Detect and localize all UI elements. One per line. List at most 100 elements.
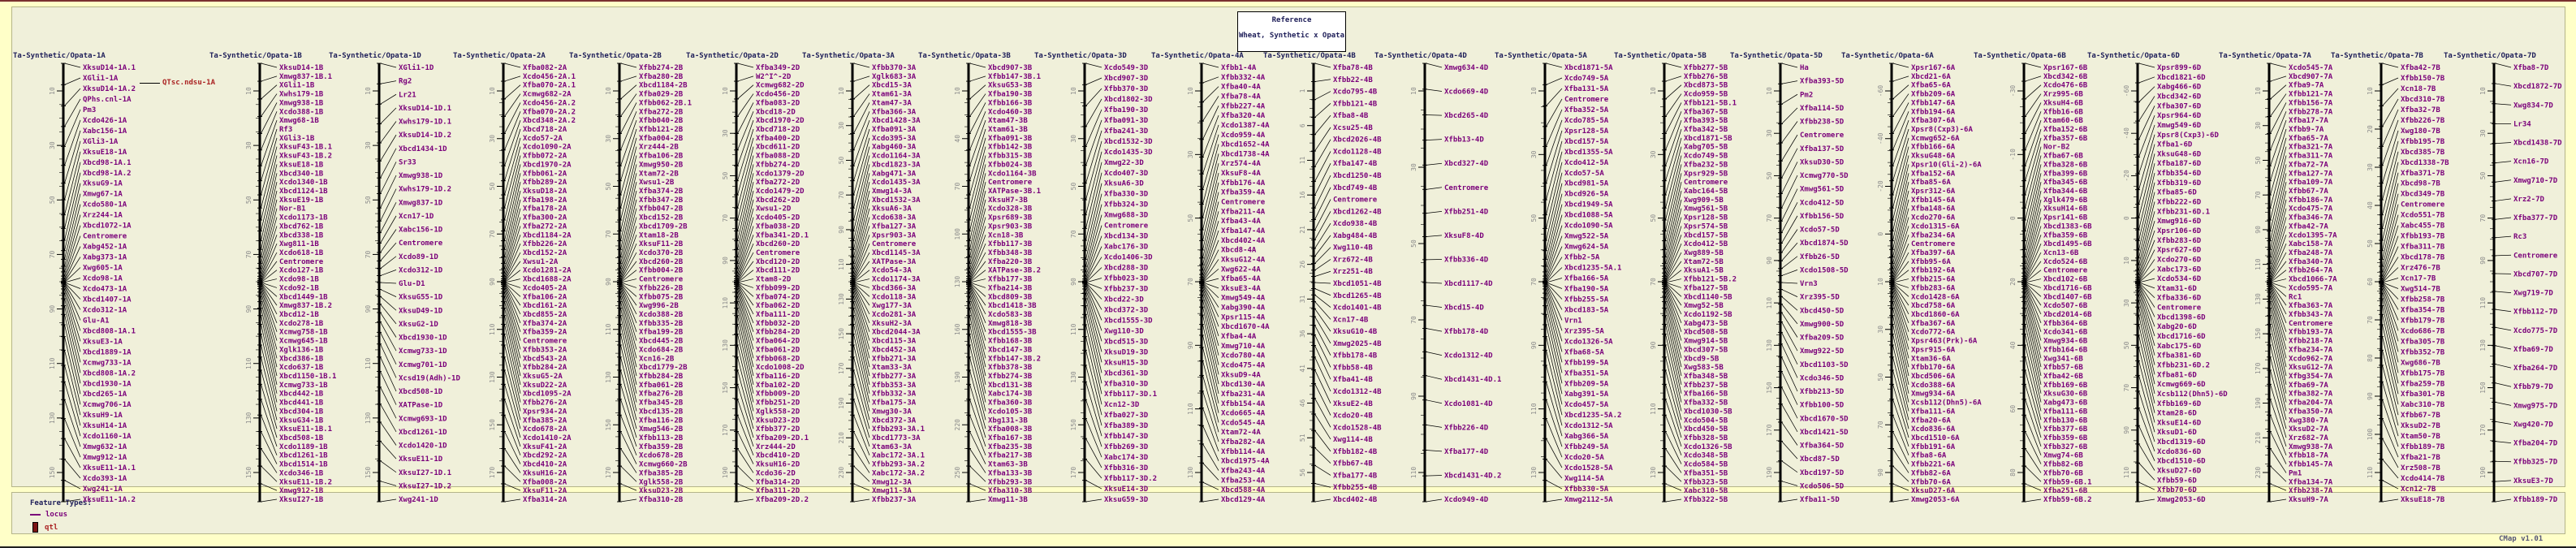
marker-label[interactable]: Xfba400-2D bbox=[756, 135, 800, 143]
marker-label[interactable]: Xfba243-4A bbox=[1221, 468, 1266, 476]
marker-label[interactable]: Xpsr689-3B bbox=[988, 214, 1033, 222]
marker-label[interactable]: XksuG12-7A bbox=[2289, 364, 2333, 372]
marker-label[interactable]: Xfbb332-4A bbox=[1221, 74, 1266, 82]
chromosome-title[interactable]: Ta-Synthetic/Opata-5A bbox=[1495, 51, 1587, 60]
marker-label[interactable]: Xfba307-6D bbox=[2157, 102, 2202, 110]
marker-label[interactable]: Xcdo412-5B bbox=[1684, 240, 1728, 248]
marker-label[interactable]: Xfba8-7D bbox=[2513, 64, 2549, 72]
marker-label[interactable]: Xabg391-5A bbox=[1564, 391, 1609, 399]
marker-label[interactable]: Xtam47-3B bbox=[988, 117, 1028, 125]
marker-label[interactable]: Xfba310-2B bbox=[639, 496, 684, 504]
marker-label[interactable]: Xfba1-6D bbox=[2157, 141, 2193, 149]
marker-label[interactable]: Xbcd1250-4B bbox=[1333, 172, 1382, 180]
marker-label[interactable]: Xfbb59-6D bbox=[2157, 477, 2197, 485]
marker-label[interactable]: Xfbb164-6B bbox=[2043, 346, 2088, 354]
marker-label[interactable]: Centromere bbox=[872, 240, 917, 248]
marker-label[interactable]: Xcdo127-1B bbox=[279, 267, 324, 275]
marker-label[interactable]: Xbcd135-2B bbox=[639, 408, 684, 416]
marker-label[interactable]: XksuE18-1B bbox=[279, 161, 324, 169]
marker-label[interactable]: XksuF11-2B bbox=[639, 240, 684, 248]
marker-label[interactable]: XksuE18-7B bbox=[2401, 496, 2445, 504]
marker-label[interactable]: Xabg452-1A bbox=[83, 244, 127, 252]
marker-label[interactable]: Xwg180-7B bbox=[2401, 127, 2440, 136]
marker-label[interactable]: Xbcd1235-5A.1 bbox=[1564, 265, 1621, 273]
marker-label[interactable]: XksuD1-6D bbox=[2157, 429, 2197, 437]
marker-label[interactable]: Xfba008-3B bbox=[988, 425, 1033, 434]
marker-label[interactable]: Xfba305-7B bbox=[2401, 338, 2445, 346]
marker-label[interactable]: Xfba374-2B bbox=[639, 188, 684, 196]
marker-label[interactable]: Xfba111-6B bbox=[2043, 408, 2088, 416]
marker-label[interactable]: Xfba364-5D bbox=[1800, 442, 1845, 451]
marker-label[interactable]: Xfba070-2A.2 bbox=[523, 108, 576, 116]
marker-label[interactable]: Xfbb178-4B bbox=[1333, 352, 1378, 360]
marker-label[interactable]: Xfbb67-4B bbox=[1333, 460, 1373, 468]
marker-label[interactable]: XksuE14-6D bbox=[2157, 419, 2202, 427]
marker-label[interactable]: Xfba321-7A bbox=[2289, 144, 2333, 152]
marker-label[interactable]: Xfba393-5D bbox=[1800, 78, 1845, 86]
marker-label[interactable]: Xbcd508-1D bbox=[399, 388, 443, 396]
marker-label[interactable]: Xmwg2112-5A bbox=[1564, 496, 1613, 504]
marker-label[interactable]: Xcdo551-7B bbox=[2401, 212, 2445, 220]
marker-label[interactable]: Xcdo1315-6A bbox=[1911, 222, 1960, 231]
chromosome-title[interactable]: Ta-Synthetic/Opata-2D bbox=[686, 51, 779, 60]
marker-label[interactable]: Xcdo1406-3D bbox=[1104, 254, 1153, 262]
marker-label[interactable]: Xmwg549-6D bbox=[2157, 122, 2202, 130]
marker-label[interactable]: Xpsr903-3B bbox=[988, 222, 1033, 231]
marker-label[interactable]: Vrn3 bbox=[1800, 280, 1818, 288]
marker-label[interactable]: Xfba241-3D bbox=[1104, 127, 1149, 136]
marker-label[interactable]: Xcdo1401-4B bbox=[1333, 304, 1382, 313]
marker-label[interactable]: XksuI27-1D.1 bbox=[399, 469, 451, 477]
marker-label[interactable]: Xfba348-5B bbox=[1684, 373, 1728, 381]
marker-label[interactable]: Xmwg837-1B.1 bbox=[279, 73, 332, 81]
marker-label[interactable]: Xcdo475-7A bbox=[2289, 205, 2333, 214]
marker-label[interactable]: Xwsu1-2A bbox=[523, 258, 559, 266]
marker-label[interactable]: Xbcd1871-5A bbox=[1564, 64, 1613, 72]
marker-label[interactable]: Centromere bbox=[988, 179, 1033, 187]
marker-label[interactable]: Centromere bbox=[399, 239, 443, 248]
marker-label[interactable]: Xfba320-4A bbox=[1221, 112, 1266, 120]
marker-label[interactable]: Xfba359-4A bbox=[1221, 189, 1266, 197]
marker-label[interactable]: Xrz444-2B bbox=[639, 144, 679, 152]
marker-label[interactable]: Xfbb047-2B bbox=[639, 205, 684, 214]
marker-label[interactable]: Xpsr627-6D bbox=[2157, 247, 2202, 255]
marker-label[interactable]: Xmwg561-5B bbox=[1684, 205, 1728, 214]
marker-label[interactable]: Xpsr934-2A bbox=[523, 408, 567, 416]
marker-label[interactable]: Xbcd1823-3A bbox=[872, 161, 921, 169]
marker-label[interactable]: Pm2 bbox=[1800, 91, 1813, 99]
marker-label[interactable]: Xbcd1779-2B bbox=[639, 364, 688, 372]
marker-label[interactable]: Xfbb193-7A bbox=[2289, 329, 2333, 337]
marker-label[interactable]: Xfbb332-3A bbox=[872, 391, 917, 399]
marker-label[interactable]: Xbcd87-5D bbox=[1800, 455, 1840, 464]
marker-label[interactable]: Xabg390-4A bbox=[1221, 304, 1266, 313]
marker-label[interactable]: Xfba234-6A bbox=[1911, 231, 1956, 239]
marker-label[interactable]: Xbcd1383-6B bbox=[2043, 222, 2092, 231]
marker-label[interactable]: Xcdo545-7A bbox=[2289, 64, 2333, 72]
marker-label[interactable]: Xfba330-3D bbox=[1104, 191, 1149, 199]
marker-label[interactable]: Xfbb179-7B bbox=[2401, 317, 2445, 325]
marker-label[interactable]: Xfba85-6A bbox=[1911, 179, 1951, 187]
marker-label[interactable]: Xtam50-7B bbox=[2401, 433, 2440, 441]
marker-label[interactable]: Xpsr8(Cxp3)-6A bbox=[1911, 126, 1973, 134]
marker-label[interactable]: XksuH9-1A bbox=[83, 412, 123, 420]
marker-label[interactable]: Xcdo836-6D bbox=[2157, 448, 2202, 456]
marker-label[interactable]: Xfba114-5D bbox=[1800, 105, 1845, 113]
marker-label[interactable]: Xfba341-2D.1 bbox=[756, 231, 809, 239]
marker-label[interactable]: Xbcd385-7B bbox=[2401, 149, 2445, 157]
chromosome-title[interactable]: Ta-Synthetic/Opata-4A bbox=[1151, 51, 1244, 60]
marker-label[interactable]: Xfba029-2B bbox=[639, 91, 684, 99]
marker-label[interactable]: Xmwg546-2B bbox=[639, 425, 684, 434]
marker-label[interactable]: Xpsr141-6B bbox=[2043, 214, 2088, 222]
marker-label[interactable]: Xfba349-2D bbox=[756, 64, 800, 72]
marker-label[interactable]: Xfba116-2B bbox=[639, 416, 684, 425]
marker-label[interactable]: Xcdo1192-5B bbox=[1684, 311, 1732, 319]
marker-label[interactable]: Xfbb284-2A bbox=[523, 364, 567, 372]
marker-label[interactable]: Xbcd1235-5A.2 bbox=[1564, 412, 1621, 420]
marker-label[interactable]: Xwsu1-2D bbox=[756, 205, 792, 214]
marker-label[interactable]: Xbcd197-5D bbox=[1800, 469, 1845, 477]
marker-label[interactable]: Xfbb67-7A bbox=[2289, 188, 2328, 196]
marker-label[interactable]: Xmwg938-1D bbox=[399, 172, 443, 180]
marker-label[interactable]: Xfbb370-3A bbox=[872, 64, 917, 72]
marker-label[interactable]: Xcn16-7D bbox=[2513, 158, 2549, 166]
marker-label[interactable]: Xbcd1145-3A bbox=[872, 249, 921, 257]
marker-label[interactable]: Xbcd2044-3A bbox=[872, 329, 921, 337]
